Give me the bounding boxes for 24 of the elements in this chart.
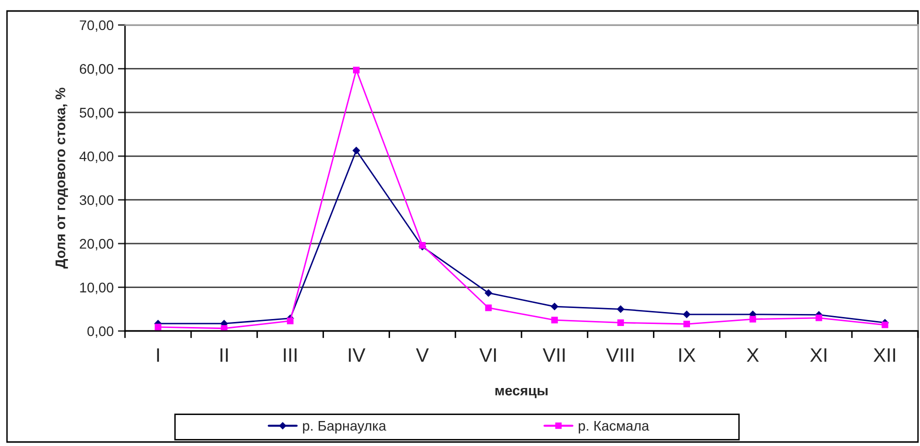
y-tick-label: 20,00 xyxy=(80,238,114,250)
legend-label: р. Барнаулка xyxy=(303,421,386,434)
y-tick-label: 10,00 xyxy=(80,282,114,294)
legend-label: р. Касмала xyxy=(578,421,650,434)
x-tick-label: VIII xyxy=(606,348,634,362)
x-tick-label: IX xyxy=(679,348,696,362)
y-tick-label: 40,00 xyxy=(79,151,114,163)
x-tick-label: XI xyxy=(810,348,826,362)
y-tick-label: 30,00 xyxy=(80,195,114,207)
y-tick-label: 50,00 xyxy=(80,108,114,120)
x-tick-label: III xyxy=(284,348,297,362)
y-axis-title: Доля от годового стока, % xyxy=(55,88,68,269)
x-tick-label: XII xyxy=(874,348,896,362)
x-tick-label: VII xyxy=(542,348,565,362)
x-tick-label: IV xyxy=(348,348,366,362)
x-tick-label: I xyxy=(157,348,159,362)
x-tick-label: VI xyxy=(479,348,496,362)
x-tick-label: V xyxy=(416,348,429,362)
x-tick-label: X xyxy=(746,348,759,362)
x-tick-label: II xyxy=(220,348,228,362)
y-tick-label: 70,00 xyxy=(80,20,114,32)
x-axis-title: месяцы xyxy=(495,388,548,398)
y-tick-label: 60,00 xyxy=(80,64,114,76)
y-tick-label: 0,00 xyxy=(87,326,114,338)
